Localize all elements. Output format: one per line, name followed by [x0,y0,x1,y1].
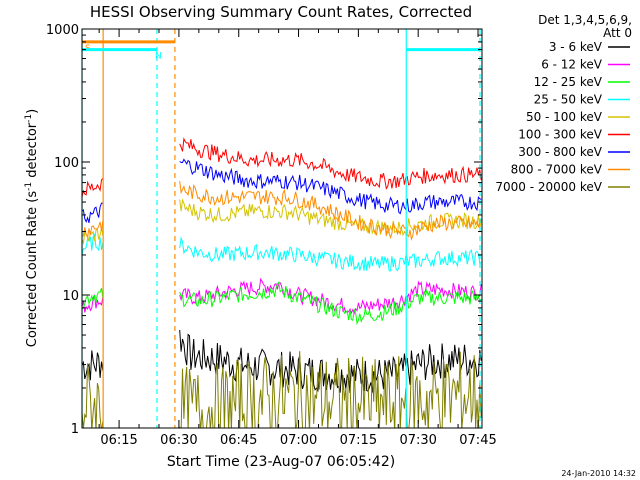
y-tick-label: 1000 [46,23,79,38]
legend-label: 25 - 50 keV [534,93,603,107]
series-line [82,198,482,246]
series-line [82,137,482,198]
marker-layer: SN [82,29,481,428]
series-line [82,351,482,428]
x-tick-label: 06:30 [160,433,197,448]
legend-label: 3 - 6 keV [549,40,603,54]
legend-label: 800 - 7000 keV [511,163,603,177]
y-axis-label: Corrected Count Rate (s-1 detector-1) [24,109,40,347]
x-tick-label: 07:30 [399,433,436,448]
plot-timestamp: 24-Jan-2010 14:32 [561,469,636,478]
legend-label: 300 - 800 keV [518,145,602,159]
interval-label: N [155,52,162,62]
x-tick-label: 06:15 [100,433,137,448]
legend-header: Det 1,3,4,5,6,9, [538,13,632,27]
series-layer [82,137,482,428]
legend-label: 6 - 12 keV [541,58,603,72]
series-line [82,158,482,224]
legend-label: 100 - 300 keV [518,128,602,142]
x-tick-label: 07:15 [340,433,377,448]
x-tick-label: 07:45 [459,433,496,448]
legend-label: 12 - 25 keV [534,75,603,89]
legend: Det 1,3,4,5,6,9,Att 03 - 6 keV 6 - 12 keV… [495,13,632,194]
x-tick-label: 07:00 [280,433,317,448]
axis-layer: 1 10 100 1000 06:15 06:30 06:45 07:00 07:15 07:30… [46,23,497,448]
series-line [82,329,482,393]
y-tick-label: 10 [62,289,79,304]
legend-header: Att 0 [603,26,632,40]
y-tick-label: 1 [71,422,79,437]
chart-title: HESSI Observing Summary Count Rates, Cor… [90,3,472,21]
x-axis-label: Start Time (23-Aug-07 06:05:42) [167,454,395,470]
y-tick-label: 100 [54,156,79,171]
legend-label: 7000 - 20000 keV [495,180,602,194]
legend-label: 50 - 100 keV [526,110,603,124]
series-line [82,232,482,272]
plot-frame [81,28,483,429]
x-tick-label: 06:45 [220,433,257,448]
series-line [82,181,482,241]
